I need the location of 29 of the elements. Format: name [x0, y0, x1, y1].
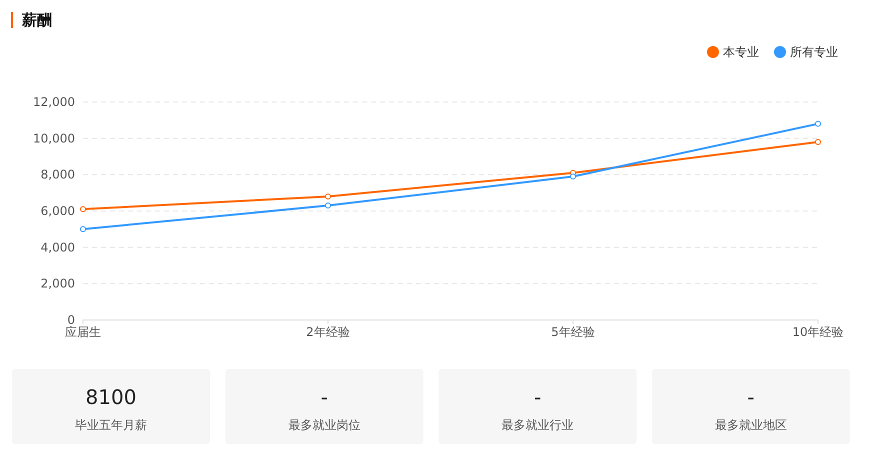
point: [815, 138, 821, 145]
chart-title: 薪酬: [21, 11, 52, 29]
y-tick-label: 6,000: [40, 204, 75, 218]
x-tick-label: 2年经验: [306, 325, 350, 339]
x-tick-label: 5年经验: [551, 325, 595, 339]
text: -: [747, 385, 755, 409]
y-tick-label: 10,000: [33, 131, 75, 146]
text: 最多就业地区: [714, 418, 787, 432]
text: 最多就业岗位: [288, 418, 360, 432]
point: [570, 173, 576, 180]
point: [325, 193, 331, 200]
y-tick-label: 8,000: [40, 168, 75, 182]
y-tick-label: 4,000: [40, 240, 75, 254]
y-tick-label: 0: [67, 313, 75, 327]
text: -: [534, 385, 542, 409]
text: 8100: [86, 385, 136, 409]
y-tick-label: 12,000: [33, 95, 75, 109]
point: [325, 202, 331, 209]
text: 最多就业行业: [502, 418, 574, 432]
y-tick-label: 2,000: [40, 276, 75, 291]
point: [80, 206, 86, 212]
legend-label: 所有专业: [790, 45, 838, 59]
text: -: [320, 385, 328, 409]
point: [815, 120, 821, 127]
text: 毕业五年月薪: [75, 418, 147, 432]
legend-label: 本专业: [723, 45, 759, 59]
point: [80, 226, 86, 232]
x-tick-label: 应届生: [65, 325, 101, 339]
x-tick-label: 10年经验: [792, 325, 844, 339]
